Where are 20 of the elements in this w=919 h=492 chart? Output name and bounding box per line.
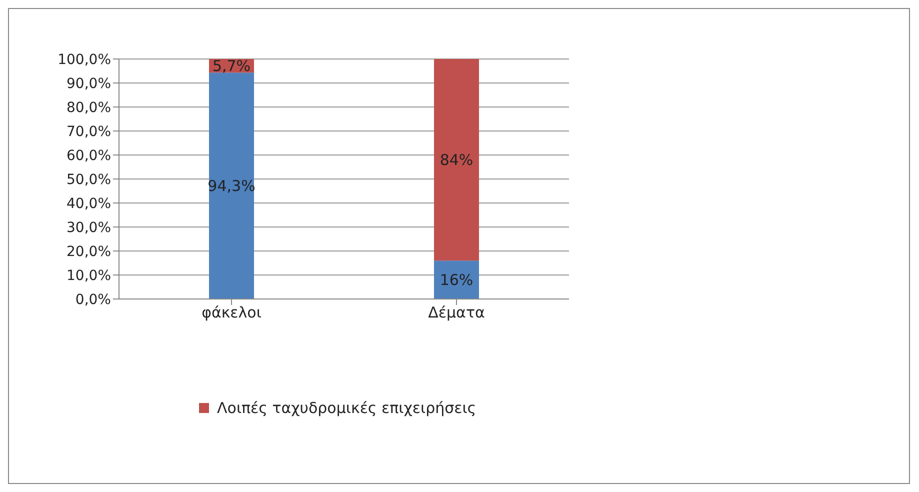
y-tick-label: 20,0%: [66, 244, 111, 260]
y-tick-label: 50,0%: [66, 172, 111, 188]
data-label: 84%: [440, 150, 474, 169]
data-label: 16%: [440, 270, 474, 289]
bar: [209, 72, 254, 299]
y-tick-label: 30,0%: [66, 220, 111, 236]
y-tick-label: 10,0%: [66, 268, 111, 284]
legend-label: Λοιπές ταχυδρομικές επιχειρήσεις: [217, 399, 476, 417]
bar: [434, 260, 479, 299]
y-tick-label: 80,0%: [66, 100, 111, 116]
y-tick-label: 60,0%: [66, 148, 111, 164]
y-tick-label: 70,0%: [66, 124, 111, 140]
y-tick-label: 90,0%: [66, 76, 111, 92]
y-tick-label: 100,0%: [58, 52, 111, 68]
y-tick-label: 40,0%: [66, 196, 111, 212]
x-tick-label: φάκελοι: [202, 304, 262, 322]
x-tick-label: Δέματα: [428, 304, 485, 322]
y-tick-label: 0,0%: [75, 292, 111, 308]
bar: [434, 59, 479, 261]
data-label: 5,7%: [212, 56, 251, 75]
